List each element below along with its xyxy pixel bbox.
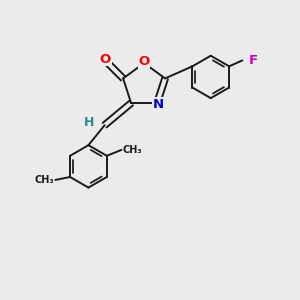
Text: N: N: [153, 98, 164, 111]
Text: H: H: [84, 116, 94, 129]
Text: CH₃: CH₃: [123, 145, 142, 155]
Text: CH₃: CH₃: [34, 175, 54, 185]
Text: O: O: [139, 55, 150, 68]
Text: O: O: [100, 53, 111, 66]
Text: F: F: [248, 54, 257, 67]
